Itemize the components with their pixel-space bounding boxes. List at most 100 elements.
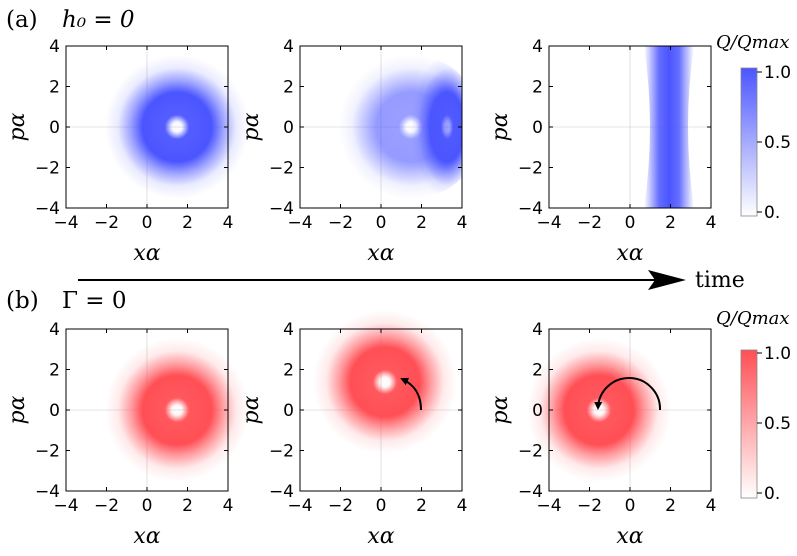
y-tick-label: 2 [49,78,60,98]
y-tick-label: 4 [283,37,294,57]
y-tick-label: 4 [532,37,543,57]
x-tick-label: −4 [287,496,312,516]
y-tick-label: −2 [35,159,60,179]
wigner-ring [313,310,457,454]
x-axis-label: xα [616,524,643,549]
x-tick-label: −4 [536,213,561,233]
colorbar-b-tick-max: 1.0 [764,344,791,364]
y-tick-label: 4 [283,320,294,340]
y-tick-label: 0 [532,118,543,138]
y-axis-label: pα [5,112,30,141]
y-tick-label: 4 [532,320,543,340]
y-tick-label: −2 [518,159,543,179]
rotation-arrow [400,377,422,411]
colorbar-a-tick-mid: 0.5 [764,133,791,153]
x-tick-label: 0 [625,213,636,233]
y-tick-label: 4 [49,37,60,57]
x-tick-label: −2 [94,496,119,516]
x-tick-label: −2 [577,213,602,233]
x-tick-label: −2 [328,496,353,516]
colorbar-a: Q/Qmax 1.0 0.5 0. [716,32,791,223]
x-tick-label: 4 [223,213,234,233]
y-tick-label: −4 [35,199,60,219]
y-tick-label: 0 [283,401,294,421]
x-tick-label: −4 [536,496,561,516]
x-tick-label: 2 [182,213,193,233]
colorbar-a-label: Q/Qmax [716,32,790,53]
time-arrow-head [648,270,686,290]
y-tick-label: −4 [518,482,543,502]
x-tick-label: 2 [665,496,676,516]
y-tick-label: −4 [35,482,60,502]
x-tick-label: 2 [416,496,427,516]
y-tick-label: −4 [269,482,294,502]
x-tick-label: −4 [53,496,78,516]
plot-b1 [65,328,249,492]
panel-b-label: (b) [6,288,39,314]
x-tick-label: 2 [665,213,676,233]
y-axis-label: pα [488,395,513,424]
axis-labels: xα pα xα pα xα pα xα pα xα pα xα pα [5,112,644,549]
x-tick-label: 2 [416,213,427,233]
x-tick-label: 0 [142,213,153,233]
x-axis-label: xα [367,524,394,549]
y-tick-label: −2 [518,442,543,462]
x-tick-label: 0 [142,496,153,516]
y-tick-label: −2 [269,159,294,179]
panel-a-label: (a) [6,7,38,33]
y-tick-label: −2 [35,442,60,462]
time-label: time [695,268,745,293]
plot-b3 [527,328,712,492]
colorbar-b-label: Q/Qmax [716,308,790,329]
colorbar-b-tick-min: 0. [764,484,780,504]
x-tick-label: 0 [625,496,636,516]
y-tick-label: −4 [518,199,543,219]
y-tick-label: 2 [283,361,294,381]
y-axis-label: pα [239,395,264,424]
x-axis-label: xα [133,241,160,266]
x-axis-label: xα [616,241,643,266]
y-axis-label: pα [239,112,264,141]
x-tick-label: −4 [287,213,312,233]
y-tick-label: 0 [49,118,60,138]
x-tick-label: 2 [182,496,193,516]
x-tick-label: 4 [706,496,717,516]
y-tick-label: −2 [269,442,294,462]
wigner-ring [105,338,249,482]
y-tick-label: 2 [283,78,294,98]
wigner-ring [105,55,249,199]
colorbar-a-tick-max: 1.0 [764,63,791,83]
x-tick-label: 0 [376,213,387,233]
plot-a2 [299,45,463,209]
x-tick-label: 4 [457,496,468,516]
y-tick-label: 0 [49,401,60,421]
colorbar-a-gradient [740,67,758,217]
y-tick-label: 2 [532,78,543,98]
rotation-arrow [594,377,662,411]
x-tick-label: 4 [223,496,234,516]
y-axis-label: pα [488,112,513,141]
plot-a3 [548,45,712,209]
x-tick-label: −2 [94,213,119,233]
y-tick-label: 0 [532,401,543,421]
panel-b-condition: Γ = 0 [62,288,127,314]
x-tick-label: −4 [53,213,78,233]
colorbar-b-tick-mid: 0.5 [764,414,791,434]
wigner-band [644,46,694,208]
y-axis-label: pα [5,395,30,424]
y-tick-label: 2 [532,361,543,381]
x-tick-label: 4 [457,213,468,233]
x-tick-label: 4 [706,213,717,233]
x-tick-label: −2 [328,213,353,233]
x-tick-label: 0 [376,496,387,516]
panel-a-condition: h₀ = 0 [62,7,135,33]
y-tick-label: 2 [49,361,60,381]
colorbar-b: Q/Qmax 1.0 0.5 0. [716,308,791,504]
y-tick-label: 0 [283,118,294,138]
plot-a1 [65,45,249,209]
x-axis-label: xα [367,241,394,266]
x-axis-label: xα [133,524,160,549]
wigner-ring [527,338,671,482]
y-tick-label: −4 [269,199,294,219]
